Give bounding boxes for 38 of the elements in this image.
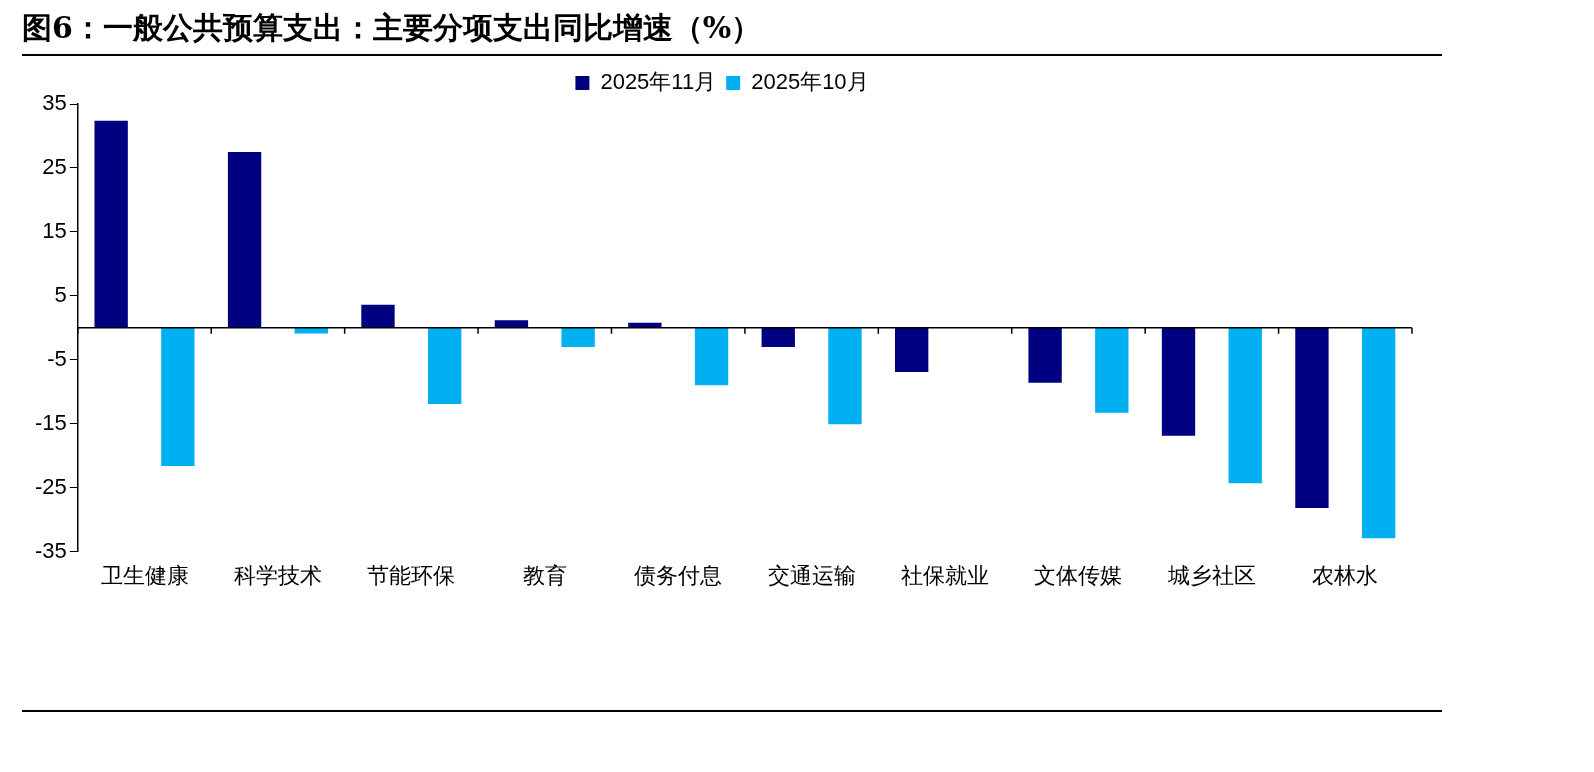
y-tick-label: -25	[35, 473, 67, 499]
bar	[828, 327, 862, 425]
legend-label: 2025年11月	[600, 69, 717, 95]
bar	[1028, 327, 1062, 383]
bar	[895, 327, 929, 372]
y-tick-label: 35	[42, 90, 67, 116]
bar	[494, 320, 529, 328]
x-tick-label: 卫生健康	[100, 562, 189, 588]
bar	[561, 327, 595, 347]
x-tick-label: 农林水	[1312, 562, 1379, 588]
y-tick-label: -35	[35, 537, 67, 563]
x-tick-label: 交通运输	[767, 562, 856, 588]
bar	[1361, 327, 1396, 539]
bar	[428, 327, 462, 404]
bar	[761, 327, 795, 347]
x-tick-label: 文体传媒	[1034, 562, 1123, 588]
bar	[361, 304, 395, 328]
bar	[1228, 327, 1262, 484]
x-tick-label: 教育	[522, 562, 567, 588]
bar	[1095, 327, 1129, 413]
bar	[94, 120, 128, 328]
bar	[227, 151, 262, 328]
x-tick-label: 节能环保	[367, 562, 456, 588]
y-tick-label: -15	[35, 409, 67, 435]
y-tick-label: 15	[42, 217, 67, 243]
legend-label: 2025年10月	[751, 69, 869, 95]
bar	[1161, 327, 1196, 436]
x-tick-label: 城乡社区	[1166, 562, 1256, 588]
bar	[694, 327, 729, 386]
x-tick-label: 债务付息	[634, 562, 723, 588]
x-tick-label: 科学技术	[233, 562, 322, 588]
y-tick-label: 5	[54, 281, 67, 307]
bar	[1295, 327, 1329, 509]
chart-title: 图6：一般公共预算支出：主要分项支出同比增速（%）	[22, 9, 762, 47]
y-tick-label: 25	[42, 154, 67, 180]
x-tick-label: 社保就业	[901, 562, 990, 588]
bar	[161, 327, 195, 466]
y-tick-label: -5	[47, 345, 67, 371]
